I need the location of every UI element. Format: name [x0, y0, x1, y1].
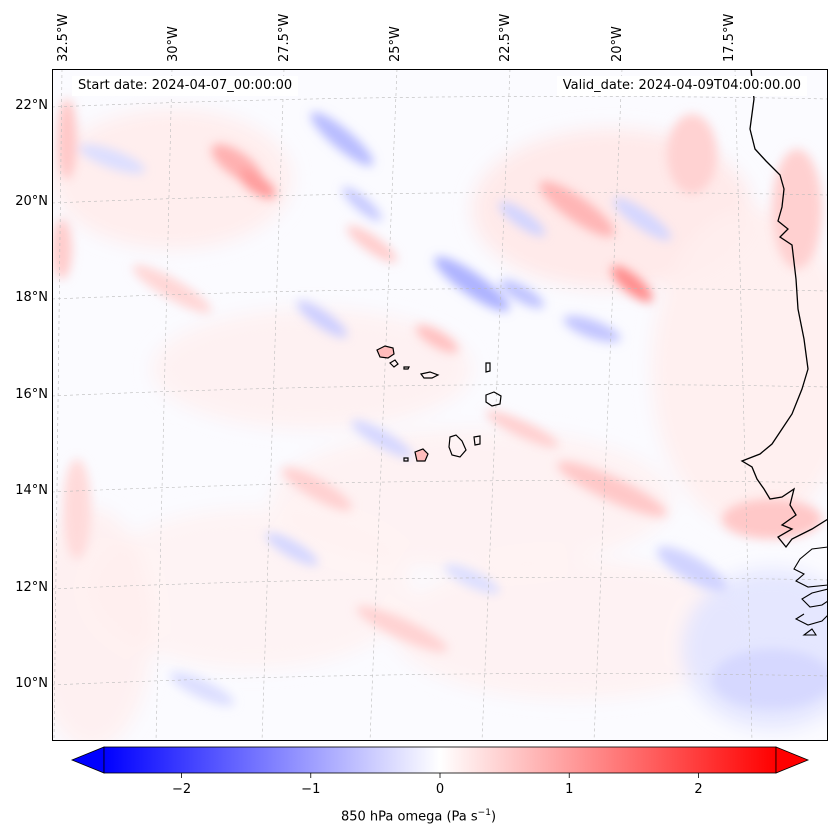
- valid-date-label: Valid_date: 2024-04-09T04:00:00.00: [556, 76, 807, 96]
- colorbar-tick-label: 0: [435, 782, 445, 797]
- omega-field: [52, 109, 828, 741]
- colorbar-left-extension: [70, 746, 105, 774]
- colorbar-tick-label: −2: [171, 782, 192, 797]
- colorbar-right-extension: [775, 746, 810, 774]
- santo-antao-island: [376, 345, 395, 359]
- brava-island: [403, 457, 409, 462]
- longitude-label: 27.5°W: [277, 13, 292, 62]
- cape-verde-islands: [376, 345, 502, 462]
- omega-map: [52, 69, 828, 741]
- colorbar-title-exponent: −1: [477, 808, 491, 818]
- omega-streaks: [52, 99, 828, 709]
- sal-island: [485, 362, 491, 373]
- colorbar-tick-label: 2: [694, 782, 703, 797]
- colorbar: [70, 746, 810, 778]
- sao-nicolau-island: [419, 371, 440, 379]
- boa-vista-island: [485, 391, 502, 407]
- longitude-label: 17.5°W: [722, 13, 737, 62]
- colorbar-ticks: [181, 773, 699, 778]
- longitude-label: 20°W: [610, 26, 625, 62]
- longitude-label: 32.5°W: [56, 13, 71, 62]
- colorbar-body: [103, 746, 777, 774]
- latitude-label: 12°N: [15, 580, 48, 595]
- maio-island: [473, 435, 481, 446]
- latitude-label: 22°N: [15, 98, 48, 113]
- longitude-label: 22.5°W: [498, 13, 513, 62]
- colorbar-title-text: 850 hPa omega (Pa s: [340, 809, 478, 825]
- latitude-label: 20°N: [15, 194, 48, 209]
- colorbar-title: 850 hPa omega (Pa s−1): [0, 808, 837, 824]
- santiago-island: [448, 434, 467, 458]
- latitude-label: 16°N: [15, 387, 48, 402]
- latitude-label: 14°N: [15, 483, 48, 498]
- longitude-label: 30°W: [166, 26, 181, 62]
- latitude-label: 10°N: [15, 676, 48, 691]
- santa-luzia-island: [403, 366, 410, 370]
- fogo-island: [414, 448, 429, 462]
- african-coastline: [740, 69, 828, 549]
- latitude-label: 18°N: [15, 290, 48, 305]
- guinea-coastline: [793, 546, 828, 636]
- sao-vicente-island: [389, 359, 399, 368]
- longitude-label: 25°W: [388, 26, 403, 62]
- map-frame: [52, 69, 828, 741]
- colorbar-tick-label: −1: [301, 782, 321, 797]
- start-date-label: Start date: 2024-04-07_00:00:00: [72, 76, 299, 96]
- colorbar-tick-label: 1: [565, 782, 574, 797]
- graticule: [52, 69, 828, 741]
- colorbar-title-close: ): [490, 809, 497, 825]
